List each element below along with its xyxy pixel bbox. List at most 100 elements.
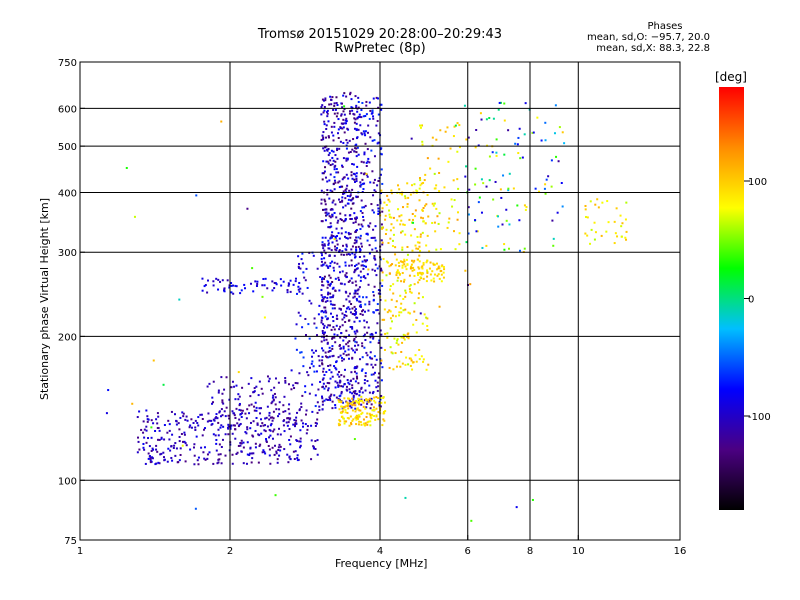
data-point	[351, 397, 354, 400]
data-point	[353, 320, 356, 323]
data-point	[480, 211, 483, 214]
data-point	[224, 415, 227, 418]
data-point	[380, 108, 383, 111]
data-point	[194, 507, 197, 510]
data-point	[345, 329, 348, 332]
data-point	[321, 284, 324, 287]
data-point	[262, 278, 265, 281]
data-point	[366, 273, 369, 276]
data-point	[356, 195, 359, 198]
data-point	[397, 271, 400, 274]
data-point	[255, 416, 258, 419]
data-point	[348, 112, 351, 115]
data-point	[247, 382, 250, 385]
data-point	[275, 450, 278, 453]
data-point	[436, 215, 439, 218]
data-point	[433, 221, 436, 224]
data-point	[306, 425, 309, 428]
data-point	[179, 453, 182, 456]
data-point	[340, 102, 343, 105]
data-point	[409, 357, 412, 360]
data-point	[315, 326, 318, 329]
data-point	[478, 196, 481, 199]
data-point	[352, 349, 355, 352]
data-point	[413, 183, 416, 186]
data-point	[299, 314, 302, 317]
data-point	[551, 219, 554, 222]
data-point	[351, 326, 354, 329]
data-point	[293, 419, 296, 422]
data-point	[349, 195, 352, 198]
data-point	[265, 439, 268, 442]
data-point	[443, 268, 446, 271]
data-point	[616, 235, 619, 238]
data-point	[333, 125, 336, 128]
data-point	[373, 155, 376, 158]
data-point	[331, 315, 334, 318]
data-point	[419, 276, 422, 279]
data-point	[316, 411, 319, 414]
data-point	[341, 250, 344, 253]
data-point	[255, 406, 258, 409]
data-point	[422, 272, 425, 275]
x-axis-label: Frequency [MHz]	[335, 557, 428, 570]
data-point	[480, 118, 483, 121]
data-point	[171, 433, 174, 436]
data-point	[137, 436, 140, 439]
data-point	[351, 401, 354, 404]
data-point	[235, 452, 238, 455]
data-point	[403, 278, 406, 281]
data-point	[458, 146, 461, 149]
data-point	[340, 385, 343, 388]
data-point	[362, 215, 365, 218]
data-point	[271, 280, 274, 283]
data-point	[369, 336, 372, 339]
data-point	[329, 208, 332, 211]
data-point	[323, 105, 326, 108]
data-point	[269, 429, 272, 432]
data-point	[329, 159, 332, 162]
data-point	[365, 172, 368, 175]
data-point	[341, 127, 344, 130]
data-point	[380, 226, 383, 229]
data-point	[372, 299, 375, 302]
data-point	[348, 308, 351, 311]
data-point	[301, 252, 304, 255]
x-tick-label: 1	[77, 546, 83, 557]
data-point	[297, 285, 300, 288]
data-point	[345, 120, 348, 123]
data-point	[374, 239, 377, 242]
data-point	[364, 422, 367, 425]
data-point	[485, 244, 488, 247]
data-point	[292, 384, 295, 387]
data-point	[252, 420, 255, 423]
data-point	[347, 407, 350, 410]
data-point	[523, 204, 526, 207]
data-point	[221, 438, 224, 441]
data-point	[287, 383, 290, 386]
data-point	[465, 165, 468, 168]
data-point	[274, 282, 277, 285]
data-point	[366, 412, 369, 415]
data-point	[329, 377, 332, 380]
data-point	[326, 213, 329, 216]
data-point	[288, 428, 291, 431]
data-point	[372, 194, 375, 197]
data-point	[335, 396, 338, 399]
data-point	[333, 121, 336, 124]
data-point	[380, 346, 383, 349]
data-point	[352, 396, 355, 399]
data-point	[267, 444, 270, 447]
data-point	[160, 436, 163, 439]
data-point	[320, 319, 323, 322]
data-point	[406, 245, 409, 248]
data-point	[370, 399, 373, 402]
data-point	[547, 175, 550, 178]
data-point	[338, 307, 341, 310]
data-point	[354, 407, 357, 410]
data-point	[364, 204, 367, 207]
data-point	[325, 385, 328, 388]
data-point	[326, 398, 329, 401]
data-point	[563, 142, 566, 145]
data-point	[250, 403, 253, 406]
